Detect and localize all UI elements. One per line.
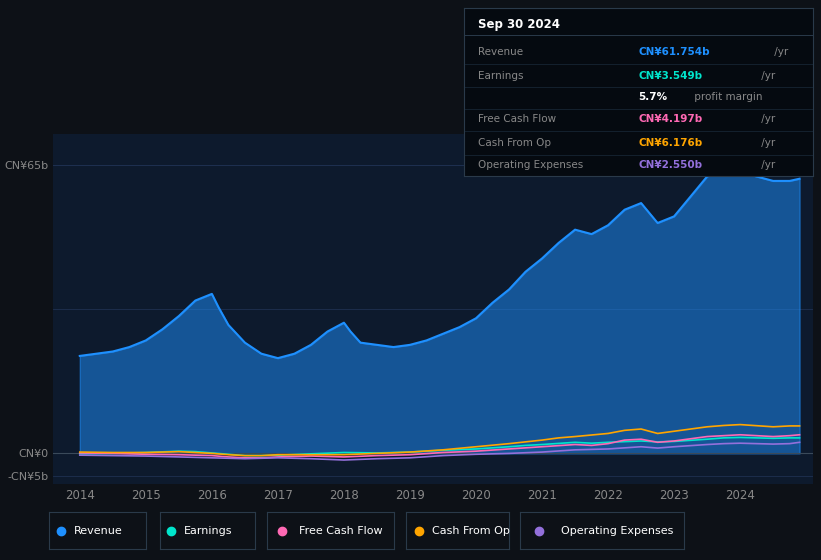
Text: /yr: /yr xyxy=(758,138,775,148)
Text: Revenue: Revenue xyxy=(478,47,523,57)
Text: /yr: /yr xyxy=(771,47,788,57)
Text: /yr: /yr xyxy=(758,71,775,81)
Text: Operating Expenses: Operating Expenses xyxy=(561,526,673,535)
Text: 5.7%: 5.7% xyxy=(639,92,667,102)
Text: CN¥61.754b: CN¥61.754b xyxy=(639,47,710,57)
Text: profit margin: profit margin xyxy=(691,92,763,102)
Text: /yr: /yr xyxy=(758,114,775,124)
Text: Operating Expenses: Operating Expenses xyxy=(478,160,583,170)
Text: Free Cash Flow: Free Cash Flow xyxy=(299,526,383,535)
Text: Sep 30 2024: Sep 30 2024 xyxy=(478,18,560,31)
Text: CN¥2.550b: CN¥2.550b xyxy=(639,160,703,170)
Text: Free Cash Flow: Free Cash Flow xyxy=(478,114,556,124)
Text: Earnings: Earnings xyxy=(478,71,523,81)
Text: CN¥4.197b: CN¥4.197b xyxy=(639,114,703,124)
Text: Cash From Op: Cash From Op xyxy=(478,138,551,148)
Text: Earnings: Earnings xyxy=(184,526,232,535)
Text: CN¥3.549b: CN¥3.549b xyxy=(639,71,703,81)
Text: /yr: /yr xyxy=(758,160,775,170)
Text: Cash From Op: Cash From Op xyxy=(432,526,510,535)
Text: CN¥6.176b: CN¥6.176b xyxy=(639,138,703,148)
Text: Revenue: Revenue xyxy=(74,526,122,535)
